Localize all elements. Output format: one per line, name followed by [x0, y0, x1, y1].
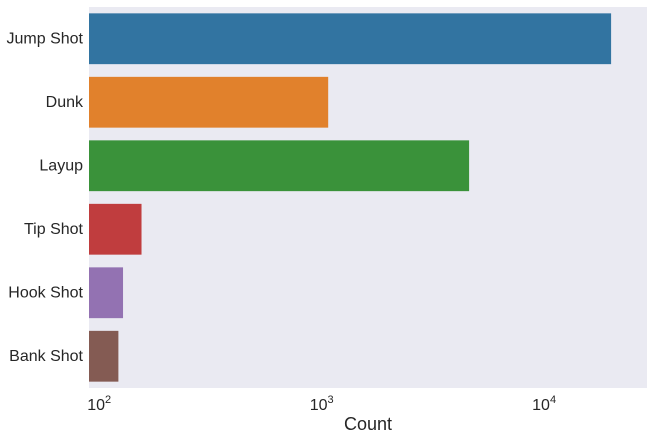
x-tick-label-10000: 104	[532, 394, 556, 414]
bar-tip-shot	[89, 203, 142, 255]
category-label-tip-shot: Tip Shot	[24, 221, 84, 238]
category-label-hook-shot: Hook Shot	[8, 284, 83, 301]
x-axis-label: Count	[344, 414, 392, 434]
category-label-dunk: Dunk	[46, 94, 84, 111]
x-tick-label-100: 102	[87, 394, 111, 414]
bars-group	[89, 13, 612, 382]
x-tick-label-1000: 103	[310, 394, 334, 414]
bar-layup	[89, 140, 470, 192]
category-labels: Jump Shot Dunk Layup Tip Shot Hook Shot Bank …	[7, 30, 84, 365]
bar-hook-shot	[89, 267, 124, 319]
plot-area	[89, 7, 647, 388]
category-label-layup: Layup	[39, 157, 83, 174]
category-label-jump-shot: Jump Shot	[7, 30, 84, 47]
bar-jump-shot	[89, 13, 612, 65]
bar-dunk	[89, 76, 329, 128]
x-tick-labels: 102 103 104	[87, 394, 556, 414]
category-label-bank-shot: Bank Shot	[9, 348, 83, 365]
bar-bank-shot	[89, 330, 119, 382]
